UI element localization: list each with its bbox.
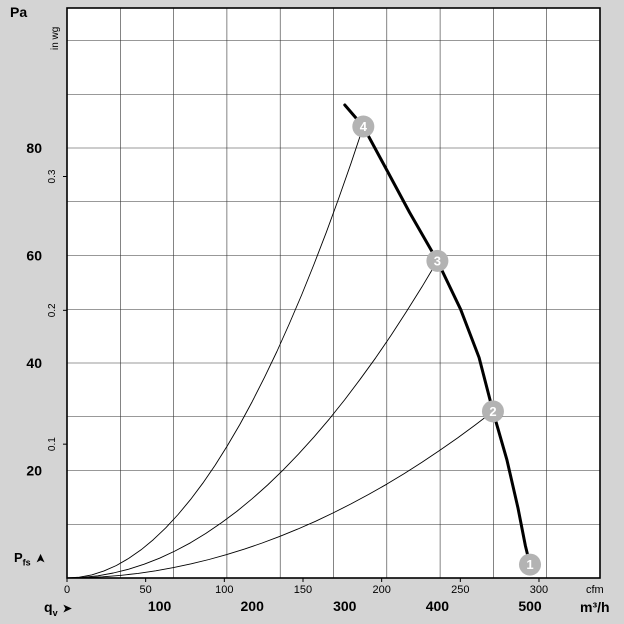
- y-axis-unit-pa: Pa: [10, 4, 28, 20]
- y-symbol-subscript: fs: [22, 557, 31, 568]
- m3h-tick-label: 500: [518, 598, 542, 614]
- operating-point-number: 4: [360, 119, 368, 134]
- x-symbol-base: q: [44, 599, 53, 615]
- cfm-tick-label: 250: [451, 584, 469, 596]
- m3h-tick-labels: 100 200 300 400 500: [148, 598, 542, 614]
- operating-point-4: 4: [352, 115, 375, 138]
- system-curve-3: [66, 260, 438, 579]
- cfm-tick-label: 0: [64, 584, 70, 596]
- operating-point-3: 3: [426, 249, 449, 272]
- cfm-tick-label: 200: [372, 584, 390, 596]
- operating-point-number: 2: [489, 404, 496, 419]
- right-arrow-icon: ➤: [62, 603, 72, 615]
- x-axis-unit-m3h: m³/h: [580, 599, 610, 615]
- pa-tick-label: 20: [26, 463, 42, 479]
- plot-border: [66, 7, 601, 579]
- cfm-tick-label: 50: [140, 584, 152, 596]
- fan-curve: [343, 103, 532, 567]
- operating-point-circle: [426, 249, 449, 272]
- m3h-tick-label: 100: [148, 598, 172, 614]
- system-curve-4: [66, 126, 364, 579]
- cfm-tick-labels: 0 50 100 150 200 250 300: [64, 578, 548, 596]
- inwg-tick-labels: 0.1 0.2 0.3: [47, 169, 67, 451]
- operating-point-2: 2: [481, 400, 504, 423]
- y-symbol-base: P: [14, 550, 23, 565]
- y-axis-unit-inwg: in wg: [50, 26, 61, 50]
- cfm-tick-label: 300: [530, 584, 548, 596]
- operating-point-circle: [519, 553, 541, 576]
- operating-point-circle: [352, 115, 375, 138]
- inwg-tick-label: 0.2: [47, 303, 58, 317]
- grid: [67, 8, 600, 578]
- operating-point-number: 1: [526, 557, 533, 572]
- cfm-tick-label: 100: [215, 584, 233, 596]
- pa-tick-labels: 20 40 60 80: [26, 140, 42, 479]
- m3h-tick-label: 300: [333, 598, 357, 614]
- inwg-tick-label: 0.1: [47, 437, 58, 451]
- up-arrow-icon: ➤: [34, 553, 47, 564]
- m3h-tick-label: 400: [426, 598, 450, 614]
- m3h-tick-label: 200: [241, 598, 265, 614]
- pa-tick-label: 80: [26, 140, 42, 156]
- cfm-tick-label: 150: [294, 584, 312, 596]
- operating-point-circle: [481, 400, 504, 423]
- operating-point-1: 1: [519, 553, 541, 576]
- x-axis-unit-cfm: cfm: [586, 584, 604, 596]
- system-curve-2: [66, 410, 494, 579]
- inwg-tick-label: 0.3: [47, 169, 58, 183]
- pa-tick-label: 40: [26, 355, 42, 371]
- x-symbol-subscript: v: [52, 607, 58, 618]
- x-axis-symbol-qv: qv ➤: [44, 599, 72, 618]
- y-axis-symbol-pfs: Pfs ➤: [14, 550, 47, 568]
- operating-point-number: 3: [434, 253, 441, 268]
- pa-tick-label: 60: [26, 248, 42, 264]
